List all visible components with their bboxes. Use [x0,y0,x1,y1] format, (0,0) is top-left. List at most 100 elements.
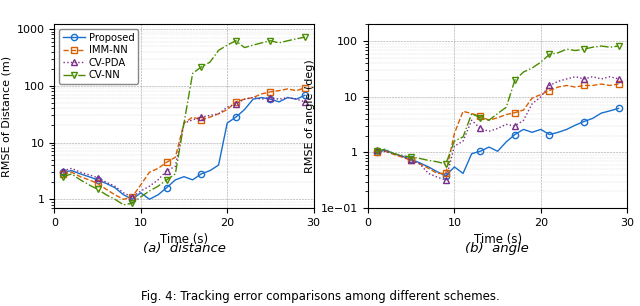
Proposed [241,108,248,111]
CV-NN [120,203,127,207]
CV-PDA [189,118,196,122]
CV-NN [215,49,223,52]
CV-PDA [172,165,179,168]
IMM-NN [102,188,110,191]
Proposed [197,172,205,176]
CV-PDA [275,97,283,101]
Proposed [189,178,196,182]
Proposed [85,175,93,178]
CV-NN [85,183,93,187]
CV-NN [172,172,179,176]
Proposed [275,100,283,104]
CV-NN [284,39,292,43]
Text: (b)  angle: (b) angle [465,242,529,256]
CV-NN [206,60,214,64]
IMM-NN [129,195,136,199]
CV-NN [250,43,257,47]
Legend: Proposed, IMM-NN, CV-PDA, CV-NN: Proposed, IMM-NN, CV-PDA, CV-NN [60,29,138,84]
IMM-NN [180,121,188,125]
CV-NN [137,195,145,199]
Proposed [172,178,179,182]
IMM-NN [250,96,257,99]
IMM-NN [301,86,309,90]
IMM-NN [197,118,205,122]
IMM-NN [94,182,102,185]
CV-NN [223,43,231,47]
Y-axis label: RMSE of Distance (m): RMSE of Distance (m) [1,56,11,177]
CV-PDA [215,112,223,116]
CV-NN [94,188,102,191]
Proposed [163,186,171,189]
CV-PDA [129,195,136,199]
CV-PDA [154,178,162,182]
Text: (a)  distance: (a) distance [143,242,226,256]
CV-NN [163,178,171,182]
IMM-NN [215,112,223,116]
CV-NN [197,65,205,69]
CV-NN [180,121,188,125]
CV-NN [68,172,76,176]
Proposed [284,96,292,99]
CV-PDA [301,100,309,104]
CV-PDA [197,115,205,119]
CV-PDA [120,191,127,195]
Proposed [215,163,223,167]
CV-NN [232,39,240,43]
Proposed [60,170,67,174]
CV-NN [146,189,154,193]
CV-PDA [292,97,300,101]
CV-NN [241,46,248,50]
Proposed [292,97,300,101]
CV-PDA [206,114,214,117]
CV-NN [266,39,274,43]
Line: CV-NN: CV-NN [60,34,308,208]
CV-NN [111,197,119,201]
Proposed [94,178,102,182]
IMM-NN [137,183,145,187]
IMM-NN [68,170,76,174]
Proposed [111,186,119,189]
CV-PDA [94,176,102,180]
Proposed [266,97,274,101]
IMM-NN [266,90,274,94]
CV-PDA [258,97,266,101]
IMM-NN [189,115,196,119]
CV-PDA [241,97,248,101]
CV-NN [60,175,67,178]
Proposed [180,175,188,178]
CV-NN [258,41,266,45]
IMM-NN [232,100,240,104]
Text: Fig. 4: Tracking error comparisons among different schemes.: Fig. 4: Tracking error comparisons among… [141,290,499,303]
Line: IMM-NN: IMM-NN [60,85,308,202]
IMM-NN [241,97,248,101]
IMM-NN [206,115,214,119]
IMM-NN [163,160,171,164]
CV-PDA [266,96,274,99]
CV-PDA [137,189,145,193]
CV-PDA [232,102,240,106]
X-axis label: Time (s): Time (s) [160,233,208,246]
CV-PDA [146,185,154,188]
CV-PDA [68,166,76,170]
Line: CV-PDA: CV-PDA [60,95,308,200]
Proposed [137,191,145,195]
Proposed [68,169,76,173]
Proposed [301,93,309,97]
Proposed [206,169,214,173]
Line: Proposed: Proposed [60,92,308,202]
CV-NN [154,185,162,188]
CV-NN [275,41,283,45]
IMM-NN [120,197,127,201]
CV-PDA [111,185,119,188]
IMM-NN [292,89,300,92]
CV-PDA [85,173,93,177]
Proposed [129,197,136,201]
CV-PDA [77,170,84,174]
CV-PDA [163,169,171,173]
Proposed [146,197,154,201]
IMM-NN [223,108,231,111]
CV-NN [292,37,300,41]
IMM-NN [154,166,162,170]
IMM-NN [77,175,84,178]
IMM-NN [275,89,283,92]
